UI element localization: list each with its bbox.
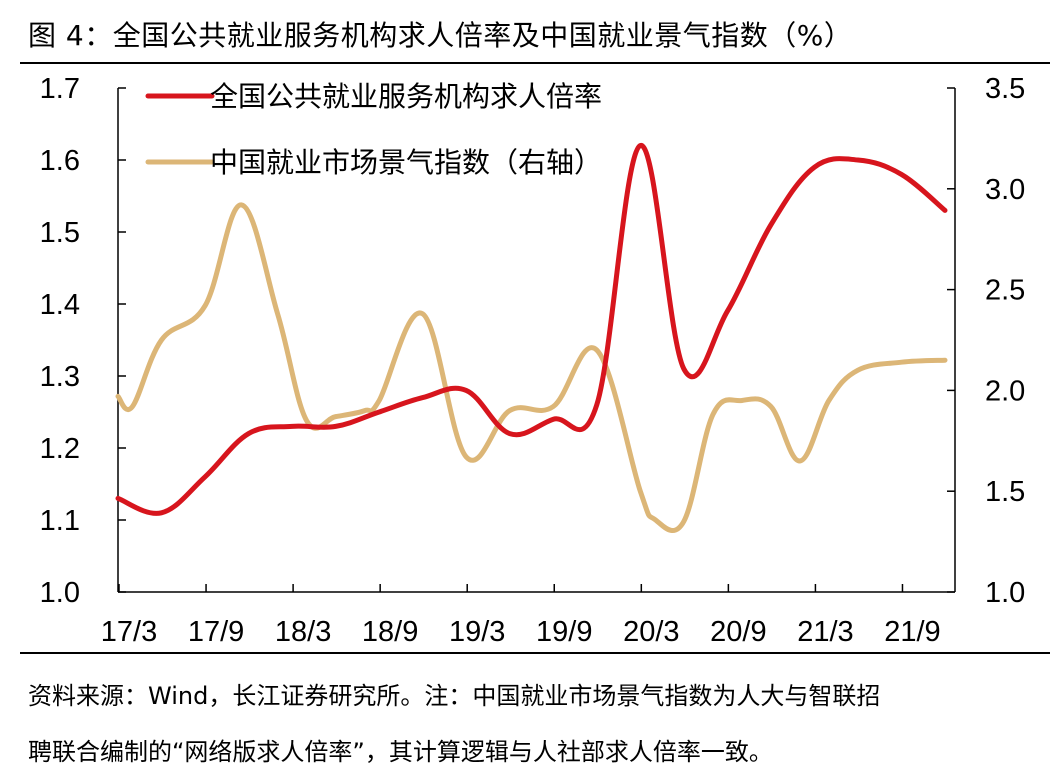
source-divider [20, 652, 1050, 654]
x-tick-label: 20/3 [623, 616, 679, 648]
source-note-line-2: 聘联合编制的“网络版求人倍率”，其计算逻辑与人社部求人倍率一致。 [28, 738, 773, 766]
right-y-tick-label: 3.5 [985, 73, 1025, 105]
left-y-axis: 1.0 1.1 1.2 1.3 1.4 1.5 1.6 1.7 [40, 73, 126, 609]
title-divider [20, 62, 1050, 64]
right-y-axis: 1.0 1.5 2.0 2.5 3.0 3.5 [947, 73, 1025, 609]
right-y-tick-label: 1.5 [985, 476, 1025, 508]
x-tick-label: 19/9 [536, 616, 592, 648]
x-axis-ticks: 17/3 17/9 18/3 18/9 19/3 19/9 20/3 20/9 21/3 21/9 [101, 584, 941, 648]
series-lines [115, 143, 948, 533]
left-y-tick-label: 1.7 [40, 73, 80, 105]
right-y-tick-label: 2.5 [985, 275, 1025, 307]
x-tick-label: 18/9 [362, 616, 418, 648]
left-y-tick-label: 1.5 [40, 217, 80, 249]
x-tick-label: 19/3 [449, 616, 505, 648]
x-tick-label: 17/3 [101, 616, 157, 648]
series-line-job-ratio [115, 143, 948, 516]
x-tick-label: 17/9 [188, 616, 244, 648]
legend-label: 中国就业市场景气指数（右轴） [210, 146, 602, 179]
source-note-line-1: 资料来源：Wind，长江证券研究所。注：中国就业市场景气指数为人大与智联招 [28, 682, 881, 710]
right-y-tick-label: 2.0 [985, 375, 1025, 407]
left-y-tick-label: 1.6 [40, 145, 80, 177]
left-y-tick-label: 1.2 [40, 433, 80, 465]
x-tick-label: 21/3 [797, 616, 853, 648]
legend-label: 全国公共就业服务机构求人倍率 [210, 80, 602, 113]
line-chart: 17/3 17/9 18/3 18/9 19/3 19/9 20/3 20/9 21/3 21/9… [40, 73, 1026, 648]
left-y-tick-label: 1.4 [40, 289, 80, 321]
left-y-tick-label: 1.1 [40, 505, 80, 537]
x-tick-label: 20/9 [710, 616, 766, 648]
left-y-tick-label: 1.0 [40, 577, 80, 609]
right-y-tick-label: 3.0 [985, 174, 1025, 206]
x-tick-label: 21/9 [884, 616, 940, 648]
series-line-employment-index [115, 202, 948, 533]
x-tick-label: 18/3 [275, 616, 331, 648]
left-y-tick-label: 1.3 [40, 361, 80, 393]
right-y-tick-label: 1.0 [985, 577, 1025, 609]
chart-title: 图 4：全国公共就业服务机构求人倍率及中国就业景气指数（%） [28, 19, 853, 52]
